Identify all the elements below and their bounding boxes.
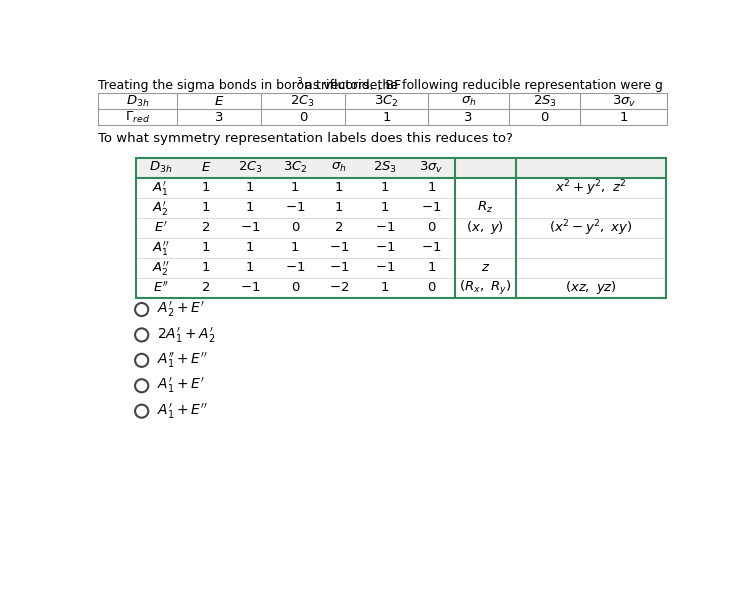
Text: $A_1'$: $A_1'$ xyxy=(152,179,169,197)
Text: $A_2''$: $A_2''$ xyxy=(152,259,169,277)
Text: $-1$: $-1$ xyxy=(285,262,306,274)
Text: 1: 1 xyxy=(380,282,389,294)
Text: $\sigma_h$: $\sigma_h$ xyxy=(332,161,347,174)
Text: 0: 0 xyxy=(291,221,300,235)
Text: $\Gamma_{red}$: $\Gamma_{red}$ xyxy=(125,110,151,125)
Text: $-1$: $-1$ xyxy=(374,262,395,274)
Text: $(x,\ y)$: $(x,\ y)$ xyxy=(467,219,504,236)
Text: $A_1'' + E''$: $A_1'' + E''$ xyxy=(157,351,208,370)
Text: $A_2' + E'$: $A_2' + E'$ xyxy=(157,300,205,319)
Text: $E$: $E$ xyxy=(214,95,225,108)
Text: 1: 1 xyxy=(427,262,436,274)
Text: $2C_3$: $2C_3$ xyxy=(237,160,263,175)
Text: $3C_2$: $3C_2$ xyxy=(374,93,399,109)
Text: $-1$: $-1$ xyxy=(329,241,350,254)
Text: $D_{3h}$: $D_{3h}$ xyxy=(126,93,150,109)
Text: 2: 2 xyxy=(201,221,210,235)
Text: $R_z$: $R_z$ xyxy=(477,200,494,215)
Text: 1: 1 xyxy=(246,262,255,274)
Text: $A_1' + E''$: $A_1' + E''$ xyxy=(157,402,208,421)
Text: 1: 1 xyxy=(380,182,389,194)
Text: 2: 2 xyxy=(335,221,344,235)
Text: 1: 1 xyxy=(201,241,210,254)
Text: $2S_3$: $2S_3$ xyxy=(373,160,397,175)
Text: $-1$: $-1$ xyxy=(240,282,261,294)
Text: $A_2'$: $A_2'$ xyxy=(152,199,169,217)
Text: $-1$: $-1$ xyxy=(374,221,395,235)
Bar xyxy=(136,158,666,298)
Text: $(x^2 - y^2,\ xy)$: $(x^2 - y^2,\ xy)$ xyxy=(549,218,633,238)
Text: 2: 2 xyxy=(201,282,210,294)
Text: $E''$: $E''$ xyxy=(153,281,169,295)
Text: $-1$: $-1$ xyxy=(240,221,261,235)
Text: $x^2 + y^2,\ z^2$: $x^2 + y^2,\ z^2$ xyxy=(555,178,626,198)
Text: $A_1''$: $A_1''$ xyxy=(152,239,169,257)
Text: $-1$: $-1$ xyxy=(374,241,395,254)
Text: $-1$: $-1$ xyxy=(285,201,306,215)
Text: $E'$: $E'$ xyxy=(154,221,168,235)
Text: 1: 1 xyxy=(619,111,628,124)
Text: 3: 3 xyxy=(297,77,303,86)
Text: 1: 1 xyxy=(246,241,255,254)
Text: $2S_3$: $2S_3$ xyxy=(533,93,557,109)
Bar xyxy=(136,158,666,178)
Text: $-2$: $-2$ xyxy=(330,282,350,294)
Text: 1: 1 xyxy=(201,262,210,274)
Text: $3\sigma_v$: $3\sigma_v$ xyxy=(419,160,443,175)
Text: 0: 0 xyxy=(541,111,549,124)
Text: 1: 1 xyxy=(246,182,255,194)
Text: 1: 1 xyxy=(335,182,344,194)
Text: 0: 0 xyxy=(299,111,307,124)
Text: 1: 1 xyxy=(291,182,300,194)
Text: $(R_x,\ R_y)$: $(R_x,\ R_y)$ xyxy=(459,279,512,297)
Text: 1: 1 xyxy=(427,182,436,194)
Text: $-1$: $-1$ xyxy=(422,241,442,254)
Text: 3: 3 xyxy=(464,111,473,124)
Text: 1: 1 xyxy=(382,111,391,124)
Text: 3: 3 xyxy=(215,111,223,124)
Text: $3C_2$: $3C_2$ xyxy=(283,160,307,175)
Text: as vectors, the following reducible representation were g: as vectors, the following reducible repr… xyxy=(301,78,663,92)
Text: 1: 1 xyxy=(335,201,344,215)
Text: 1: 1 xyxy=(291,241,300,254)
Text: 0: 0 xyxy=(428,221,436,235)
Text: 1: 1 xyxy=(380,201,389,215)
Text: $E$: $E$ xyxy=(201,162,211,174)
Text: $A_1' + E'$: $A_1' + E'$ xyxy=(157,376,205,396)
Text: 1: 1 xyxy=(246,201,255,215)
Text: $3\sigma_v$: $3\sigma_v$ xyxy=(611,93,636,109)
Text: To what symmetry representation labels does this reduces to?: To what symmetry representation labels d… xyxy=(98,131,513,145)
Text: $2A_1' + A_2'$: $2A_1' + A_2'$ xyxy=(157,326,216,344)
Text: $z$: $z$ xyxy=(481,262,490,274)
Text: Treating the sigma bonds in boron trifluoride, BF: Treating the sigma bonds in boron triflu… xyxy=(98,78,401,92)
Text: $\sigma_h$: $\sigma_h$ xyxy=(461,95,476,108)
Text: 1: 1 xyxy=(201,201,210,215)
Text: $-1$: $-1$ xyxy=(329,262,350,274)
Text: $2C_3$: $2C_3$ xyxy=(291,93,315,109)
Text: $-1$: $-1$ xyxy=(422,201,442,215)
Text: $(xz,\ yz)$: $(xz,\ yz)$ xyxy=(565,279,616,297)
Text: $D_{3h}$: $D_{3h}$ xyxy=(149,160,172,175)
Text: 0: 0 xyxy=(291,282,300,294)
Text: 1: 1 xyxy=(201,182,210,194)
Text: 0: 0 xyxy=(428,282,436,294)
